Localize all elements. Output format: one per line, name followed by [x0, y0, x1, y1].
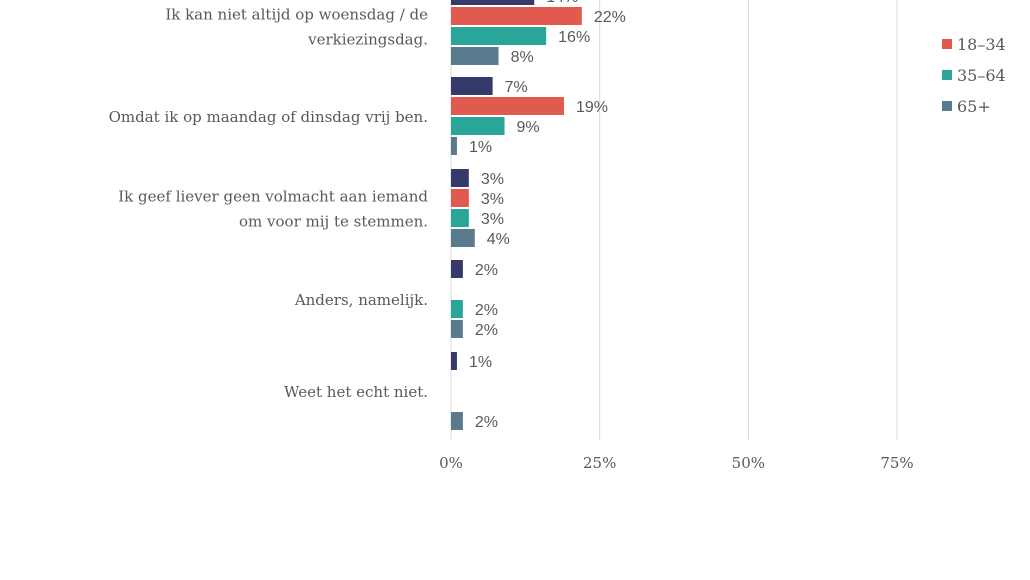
category-label: Weet het echt niet.: [284, 383, 428, 401]
data-label: 2%: [475, 322, 498, 339]
bar: [451, 320, 463, 338]
data-label: 22%: [594, 9, 626, 26]
category-label: Ik geef liever geen volmacht aan iemand: [118, 188, 428, 206]
bar: [451, 412, 463, 430]
bar: [451, 352, 457, 370]
x-tick-label: 50%: [732, 454, 765, 472]
bar: [451, 117, 505, 135]
category-label: om voor mij te stemmen.: [239, 213, 428, 231]
data-label: 2%: [475, 302, 498, 319]
data-label: 3%: [481, 171, 504, 188]
data-label: 9%: [517, 119, 540, 136]
data-label: 8%: [511, 49, 534, 66]
bar: [451, 27, 547, 45]
bar: [451, 169, 469, 187]
data-label: 19%: [576, 99, 608, 116]
bar: [451, 300, 463, 318]
bar: [451, 137, 457, 155]
data-label: 2%: [475, 262, 498, 279]
data-label: 3%: [481, 191, 504, 208]
x-tick-label: 75%: [880, 454, 913, 472]
bar: [451, 229, 475, 247]
category-label: Omdat ik op maandag of dinsdag vrij ben.: [109, 108, 428, 126]
bar: [451, 0, 535, 5]
bar: [451, 189, 469, 207]
data-label: 16%: [558, 29, 590, 46]
data-label: 4%: [487, 231, 510, 248]
bar: [451, 77, 493, 95]
bar: [451, 47, 499, 65]
bar: [451, 97, 564, 115]
data-label: 14%: [546, 0, 578, 6]
category-label: verkiezingsdag.: [307, 31, 428, 49]
data-label: 3%: [481, 211, 504, 228]
legend-label: 65+: [957, 97, 991, 116]
data-label: 1%: [469, 354, 492, 371]
data-label: 7%: [505, 79, 528, 96]
bar: [451, 260, 463, 278]
x-tick-label: 0%: [439, 454, 463, 472]
category-label: Anders, namelijk.: [294, 291, 428, 309]
legend-swatch: [942, 39, 952, 49]
legend-swatch: [942, 101, 952, 111]
legend-swatch: [942, 70, 952, 80]
category-label: Ik kan niet altijd op woensdag / de: [165, 6, 428, 24]
legend-label: 35–64: [957, 66, 1006, 85]
x-tick-label: 25%: [583, 454, 616, 472]
data-label: 1%: [469, 139, 492, 156]
legend-label: 18–34: [957, 35, 1006, 54]
data-label: 2%: [475, 414, 498, 431]
bar: [451, 209, 469, 227]
bar: [451, 7, 582, 25]
